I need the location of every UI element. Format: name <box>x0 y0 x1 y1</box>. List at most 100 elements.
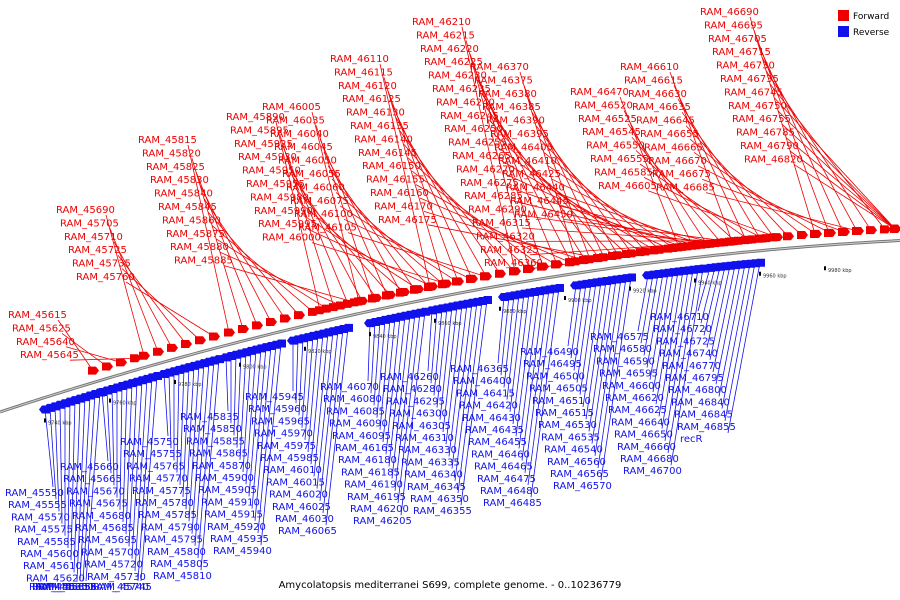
reverse-leader-line <box>445 304 463 445</box>
reverse-gene-label: RAM_46455 <box>468 437 527 448</box>
forward-gene-label: RAM_46705 <box>708 34 767 45</box>
reverse-gene-label: RAM_46430 <box>462 413 521 424</box>
forward-gene-label: RAM_45690 <box>56 205 115 216</box>
forward-gene-label: RAM_46110 <box>330 54 389 65</box>
reverse-leader-line <box>131 380 143 559</box>
reverse-leader-line <box>394 313 416 491</box>
forward-gene-mark <box>755 234 766 243</box>
forward-gene-label: RAM_46545 <box>582 127 641 138</box>
reverse-gene-label: RAM_45975 <box>257 441 316 452</box>
reverse-gene-label: RAM_45775 <box>132 486 191 497</box>
reverse-gene-label: RAM_45755 <box>123 449 182 460</box>
forward-gene-mark <box>716 238 727 247</box>
reverse-gene-label: RAM_46840 <box>671 397 730 408</box>
forward-leader-line <box>387 90 459 282</box>
reverse-leader-line <box>573 283 587 371</box>
reverse-leader-line <box>382 317 396 443</box>
reverse-gene-label: RAM_45920 <box>207 522 266 533</box>
forward-leader-line <box>789 150 896 230</box>
tick-mark <box>564 296 566 301</box>
reverse-leader-line <box>448 303 468 457</box>
reverse-leader-line <box>122 384 128 523</box>
forward-gene-mark <box>266 317 277 326</box>
forward-gene-mark <box>769 233 780 242</box>
reverse-gene-label: RAM_45770 <box>129 474 188 485</box>
reverse-gene-label: RAM_46725 <box>656 336 715 347</box>
reverse-gene-label: RAM_45945 <box>245 392 304 403</box>
reverse-leader-line <box>442 305 458 433</box>
reverse-gene-label: RAM_45670 <box>66 486 125 497</box>
forward-gene-label: RAM_46130 <box>346 108 405 119</box>
forward-gene-label: RAM_46040 <box>270 129 329 140</box>
reverse-gene-label: RAM_45750 <box>120 437 179 448</box>
tick-mark <box>304 346 306 351</box>
reverse-leader-line <box>718 264 746 397</box>
forward-leader-line <box>461 26 516 272</box>
forward-leader-line <box>563 219 731 243</box>
reverse-gene-label: RAM_45630 <box>29 582 88 593</box>
reverse-gene-label: RAM_46185 <box>341 467 400 478</box>
forward-gene-label: RAM_46630 <box>628 89 687 100</box>
forward-gene-label: RAM_46135 <box>350 121 409 132</box>
reverse-gene-label: RAM_45680 <box>72 511 131 522</box>
reverse-gene-label: RAM_46090 <box>329 419 388 430</box>
reverse-leader-line <box>727 262 761 434</box>
forward-gene-label: RAM_45735 <box>72 259 131 270</box>
reverse-gene-label: RAM_46710 <box>650 312 709 323</box>
forward-leader-line <box>765 70 872 231</box>
gene-marks <box>39 224 900 414</box>
reverse-gene-label: RAM_45935 <box>210 534 269 545</box>
reverse-gene-label: RAM_46010 <box>263 465 322 476</box>
reverse-leader-line <box>242 350 252 473</box>
reverse-gene-label: RAM_46025 <box>272 502 331 513</box>
forward-gene-label: RAM_46215 <box>416 30 475 41</box>
forward-leader-line <box>777 110 896 230</box>
reverse-leader-line <box>524 289 550 473</box>
forward-gene-label: RAM_46115 <box>334 67 393 78</box>
reverse-gene-label: RAM_46485 <box>483 498 542 509</box>
forward-leader-line <box>203 198 286 319</box>
forward-gene-label: RAM_46525 <box>578 114 637 125</box>
forward-gene-mark <box>467 274 478 283</box>
reverse-leader-line <box>655 271 679 405</box>
reverse-leader-line <box>670 268 704 466</box>
forward-gene-label: RAM_46045 <box>274 142 333 153</box>
reverse-gene-label: RAM_46535 <box>541 432 600 443</box>
tick-marks: 9740 kbp 9760 kbp 9780 kbp 9800 kbp 9820 kbp… <box>44 266 852 426</box>
reverse-leader-line <box>715 264 741 385</box>
reverse-gene-label: RAM_45685 <box>75 523 134 534</box>
reverse-leader-line <box>316 331 334 489</box>
forward-leader-line <box>287 162 363 302</box>
reverse-leader-line <box>140 375 158 582</box>
reverse-gene-label: RAM_46650 <box>614 430 673 441</box>
reverse-leader-line <box>497 297 505 364</box>
tick-mark <box>109 398 111 403</box>
forward-leader-line <box>307 228 433 287</box>
reverse-gene-label: RAM_45800 <box>147 547 206 558</box>
reverse-gene-label: RAM_45635 <box>32 582 91 593</box>
forward-leader-line <box>339 205 458 282</box>
forward-gene-label: RAM_46450 <box>514 209 573 220</box>
tick-mark <box>499 306 501 311</box>
reverse-gene-label: RAM_46570 <box>553 481 612 492</box>
reverse-leader-line <box>518 291 540 449</box>
forward-gene-mark <box>343 299 354 308</box>
reverse-leader-line <box>703 266 721 336</box>
forward-leader-line <box>693 152 817 235</box>
reverse-gene-label: RAM_45740 <box>90 582 149 593</box>
reverse-leader-line <box>79 395 91 582</box>
reverse-leader-line <box>367 323 371 382</box>
reverse-leader-line <box>594 278 622 456</box>
reverse-gene-label: RAM_46660 <box>617 442 676 453</box>
forward-gene-mark <box>368 294 379 303</box>
reverse-leader-line <box>388 315 406 467</box>
reverse-gene-label: RAM_45780 <box>135 498 194 509</box>
reverse-leader-line <box>125 383 133 535</box>
reverse-gene-label: RAM_46030 <box>275 514 334 525</box>
forward-gene-mark <box>88 366 99 375</box>
forward-leader-line <box>477 80 572 263</box>
reverse-leader-line <box>128 381 138 547</box>
forward-leader-line <box>519 71 577 262</box>
forward-leader-line <box>113 241 173 349</box>
reverse-gene-mark <box>625 273 636 282</box>
